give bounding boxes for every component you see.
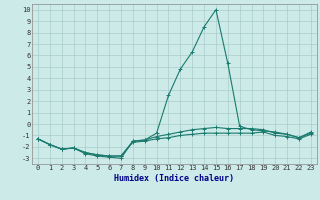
X-axis label: Humidex (Indice chaleur): Humidex (Indice chaleur) bbox=[115, 174, 234, 183]
